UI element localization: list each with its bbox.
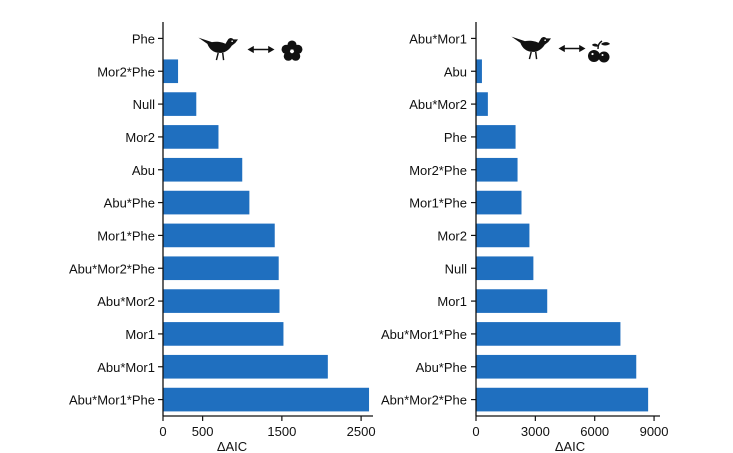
category-label: Mor2*Phe [97, 64, 155, 79]
bar [163, 387, 370, 412]
bar [476, 223, 530, 248]
category-label: Abu*Mor1 [97, 360, 155, 375]
bar [476, 322, 621, 346]
x-tick-label: 0 [472, 424, 479, 439]
category-label: Mor1 [437, 294, 467, 309]
category-label: Mor1*Phe [97, 228, 155, 243]
category-label: Abu [444, 64, 467, 79]
bar [476, 289, 548, 313]
flower-icon [281, 40, 303, 61]
category-label: Mor1*Phe [409, 196, 467, 211]
right-panel: Abu*Mor1 Abu Abu*Mor2 Phe Mor2*Phe Mor1*Phe Mo… [381, 22, 669, 453]
category-label: Phe [444, 130, 467, 145]
x-tick-label: 500 [192, 424, 214, 439]
bird-icon [511, 35, 552, 60]
bar [163, 190, 250, 215]
category-label: Abu [132, 163, 155, 178]
category-label: Mor2*Phe [409, 163, 467, 178]
bar [476, 354, 637, 379]
fruit-icon [587, 40, 611, 64]
double-arrow-icon [558, 44, 586, 53]
bar [163, 322, 284, 346]
category-label: Mor2 [125, 130, 155, 145]
category-label: Abu*Phe [416, 360, 467, 375]
category-label: Phe [132, 31, 155, 46]
bar [163, 354, 328, 379]
category-label: Abu*Mor2 [97, 294, 155, 309]
category-label: Abu*Mor1 [409, 31, 467, 46]
bar [163, 289, 280, 313]
bar [476, 92, 488, 116]
x-tick-label: 6000 [580, 424, 609, 439]
x-tick-label: 9000 [640, 424, 669, 439]
bar [476, 157, 518, 182]
bird-icon [198, 36, 239, 61]
category-label: Mor1 [125, 327, 155, 342]
x-tick-label: 1500 [267, 424, 296, 439]
category-label: Abu*Mor1*Phe [69, 393, 155, 408]
category-label: Mor2 [437, 228, 467, 243]
bar [163, 59, 179, 84]
category-label: Abu*Mor1*Phe [381, 327, 467, 342]
left-panel-icons [198, 36, 303, 61]
bar [163, 157, 243, 182]
x-tick-label: 3000 [521, 424, 550, 439]
bar [163, 223, 275, 248]
bar [476, 190, 522, 215]
double-arrow-icon [247, 45, 275, 54]
x-tick-label: 0 [159, 424, 166, 439]
category-label: Null [445, 261, 468, 276]
bar [476, 59, 482, 84]
bar [163, 125, 219, 149]
bar [476, 125, 516, 149]
bar [163, 256, 279, 281]
bar [476, 256, 534, 281]
bar [163, 92, 197, 116]
bar [476, 387, 649, 412]
category-label: Abu*Mor2*Phe [69, 261, 155, 276]
category-label: Null [133, 97, 156, 112]
left-x-axis-label: ΔAIC [217, 439, 247, 453]
right-x-axis-label: ΔAIC [555, 439, 585, 453]
category-label: Abu*Phe [104, 196, 155, 211]
category-label: Abu*Mor2 [409, 97, 467, 112]
category-label: Abn*Mor2*Phe [381, 393, 467, 408]
left-panel: Phe Mor2*Phe Null Mor2 Abu Abu*Phe Mor1*Phe Abu… [69, 22, 376, 453]
right-panel-icons [511, 35, 611, 64]
x-tick-label: 2500 [347, 424, 376, 439]
